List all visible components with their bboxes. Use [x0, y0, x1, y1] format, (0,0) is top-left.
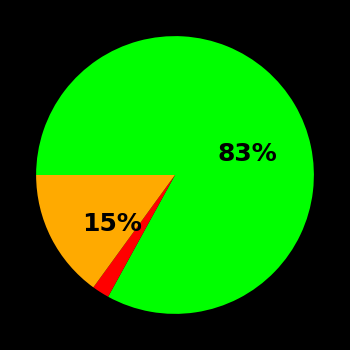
Text: 83%: 83%: [217, 142, 277, 166]
Wedge shape: [93, 175, 175, 297]
Wedge shape: [36, 36, 314, 314]
Text: 15%: 15%: [83, 212, 142, 236]
Wedge shape: [36, 175, 175, 287]
